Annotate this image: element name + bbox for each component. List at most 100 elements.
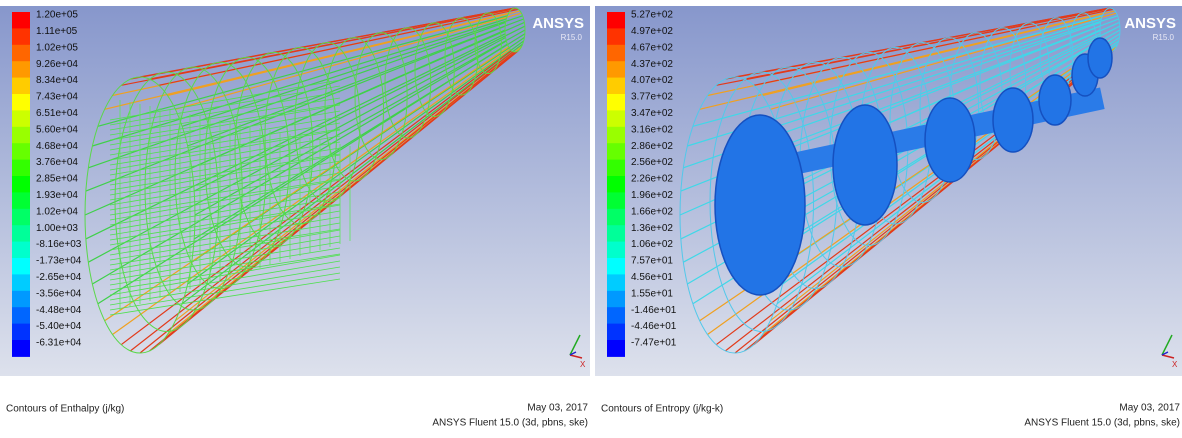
legend-label: 4.56e+01: [631, 272, 673, 283]
legend-label: -1.46e+01: [631, 305, 677, 316]
color-swatch: [12, 127, 30, 144]
legend-label: 7.43e+04: [36, 92, 78, 103]
screenshot: 1.20e+051.11e+051.02e+059.26e+048.34e+04…: [0, 0, 1182, 433]
color-swatch: [607, 192, 625, 209]
color-swatch: [607, 324, 625, 341]
legend-label: -5.40e+04: [36, 321, 82, 332]
legend-label: 2.56e+02: [631, 157, 673, 168]
legend-label: 4.97e+02: [631, 26, 673, 37]
legend-label: 1.02e+04: [36, 206, 78, 217]
legend-label: 5.27e+02: [631, 10, 673, 21]
legend-label: 3.76e+04: [36, 157, 78, 168]
legend-label: 1.20e+05: [36, 10, 78, 21]
disc: [715, 115, 805, 295]
panel: 5.27e+02 4.97e+02 4.67e+02 4.37e+02 4.07e+02…: [595, 6, 1182, 429]
legend-label: 7.57e+01: [631, 256, 673, 267]
color-swatch: [12, 94, 30, 111]
color-swatch: [607, 61, 625, 78]
color-swatch: [607, 45, 625, 62]
color-swatch: [607, 160, 625, 177]
legend-label: 3.16e+02: [631, 124, 673, 135]
legend-label: 1.02e+05: [36, 42, 78, 53]
color-swatch: [607, 340, 625, 357]
legend-label: -7.47e+01: [631, 338, 677, 349]
legend-label: 1.06e+02: [631, 239, 673, 250]
color-swatch: [607, 12, 625, 29]
legend-label: 1.11e+05: [36, 26, 78, 37]
legend-label: 6.51e+04: [36, 108, 78, 119]
legend-label: 2.86e+02: [631, 141, 673, 152]
legend-label: 1.96e+02: [631, 190, 673, 201]
color-swatch: [607, 127, 625, 144]
legend-label: 1.36e+02: [631, 223, 673, 234]
disc: [833, 105, 897, 225]
color-swatch: [12, 225, 30, 242]
legend-label: 1.66e+02: [631, 206, 673, 217]
color-swatch: [607, 94, 625, 111]
software: ANSYS Fluent 15.0 (3d, pbns, ske): [432, 418, 588, 429]
disc: [993, 88, 1033, 152]
color-swatch: [607, 78, 625, 95]
legend-label: 4.68e+04: [36, 141, 78, 152]
color-swatch: [12, 160, 30, 177]
color-swatch: [12, 12, 30, 29]
legend-label: 1.55e+01: [631, 288, 673, 299]
legend-label: -3.56e+04: [36, 288, 82, 299]
color-swatch: [12, 143, 30, 160]
legend-label: -4.48e+04: [36, 305, 82, 316]
date: May 03, 2017: [1119, 403, 1180, 414]
color-swatch: [607, 209, 625, 226]
color-swatch: [607, 242, 625, 259]
legend-label: -4.46e+01: [631, 321, 677, 332]
legend-label: 2.26e+02: [631, 174, 673, 185]
software: ANSYS Fluent 15.0 (3d, pbns, ske): [1024, 418, 1180, 429]
legend-label: 5.60e+04: [36, 124, 78, 135]
legend-label: 2.85e+04: [36, 174, 78, 185]
color-swatch: [607, 258, 625, 275]
disc: [1088, 38, 1112, 78]
panel: 1.20e+051.11e+051.02e+059.26e+048.34e+04…: [0, 6, 590, 429]
caption: Contours of Enthalpy (j/kg): [6, 404, 124, 415]
color-swatch: [607, 110, 625, 127]
legend-label: -8.16e+03: [36, 239, 82, 250]
color-swatch: [12, 307, 30, 324]
color-swatch: [607, 225, 625, 242]
color-swatch: [12, 340, 30, 357]
disc: [925, 98, 975, 182]
color-swatch: [12, 274, 30, 291]
legend-label: 1.93e+04: [36, 190, 78, 201]
color-swatch: [607, 176, 625, 193]
legend-label: 1.00e+03: [36, 223, 78, 234]
color-swatch: [12, 324, 30, 341]
legend-label: 9.26e+04: [36, 59, 78, 70]
legend-label: -1.73e+04: [36, 256, 82, 267]
disc: [1039, 75, 1071, 125]
triad-label: X: [580, 360, 586, 369]
caption: Contours of Entropy (j/kg-k): [601, 404, 723, 415]
logo: ANSYS: [532, 15, 584, 32]
color-swatch: [12, 45, 30, 62]
color-swatch: [12, 176, 30, 193]
legend-label: -6.31e+04: [36, 338, 82, 349]
color-swatch: [607, 28, 625, 45]
color-swatch: [12, 209, 30, 226]
color-swatch: [12, 78, 30, 95]
legend-label: -2.65e+04: [36, 272, 82, 283]
legend-label: 3.77e+02: [631, 92, 673, 103]
legend-label: 3.47e+02: [631, 108, 673, 119]
legend-label: 4.67e+02: [631, 42, 673, 53]
triad-label: X: [1172, 360, 1178, 369]
color-swatch: [12, 242, 30, 259]
color-swatch: [607, 307, 625, 324]
color-swatch: [607, 143, 625, 160]
color-swatch: [12, 291, 30, 308]
color-swatch: [12, 28, 30, 45]
color-swatch: [12, 61, 30, 78]
version: R15.0: [561, 33, 583, 42]
legend-label: 4.37e+02: [631, 59, 673, 70]
color-swatch: [12, 258, 30, 275]
version: R15.0: [1153, 33, 1175, 42]
page: 1.20e+051.11e+051.02e+059.26e+048.34e+04…: [0, 0, 1182, 438]
color-swatch: [607, 274, 625, 291]
legend-label: 4.07e+02: [631, 75, 673, 86]
